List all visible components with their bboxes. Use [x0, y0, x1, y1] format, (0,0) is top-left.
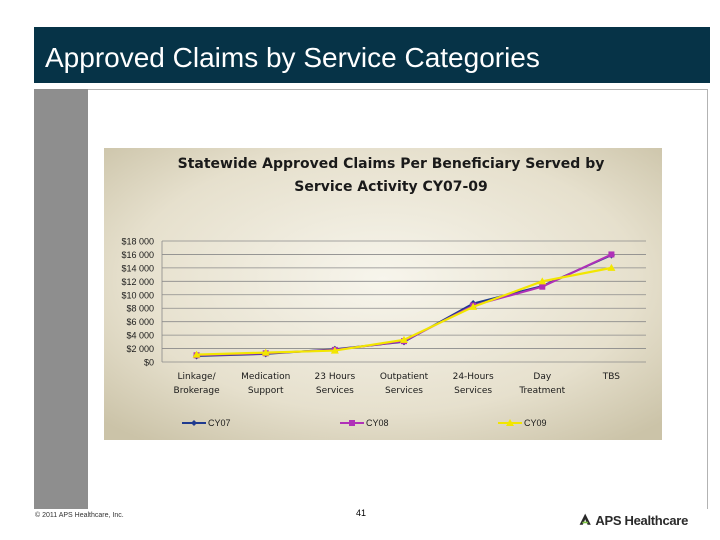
chart-title-line-2: Service Activity CY07-09 — [294, 179, 488, 195]
data-point-cy09 — [400, 335, 408, 343]
slide-title: Approved Claims by Service Categories — [34, 27, 710, 83]
aps-logo-icon — [579, 513, 591, 525]
chart-background — [104, 148, 662, 440]
logo-text: APS Healthcare — [595, 512, 688, 528]
legend-marker-cy08 — [349, 420, 355, 426]
legend-marker-cy07 — [191, 420, 197, 426]
x-tick-label-line: Medication — [241, 372, 290, 382]
x-tick-label: Outpatient Services — [380, 372, 429, 396]
legend-label-cy07: CY07 — [208, 418, 231, 428]
line-chart: Statewide Approved Claims Per Beneficiar… — [104, 148, 662, 440]
y-tick-label: $2 000 — [126, 344, 154, 354]
y-tick-label: $16 000 — [121, 250, 154, 260]
x-tick-label-line: 24-Hours — [453, 372, 494, 382]
x-tick-label-line: Treatment — [518, 386, 565, 396]
data-point-cy09 — [192, 350, 201, 358]
x-tick-label: 23 Hours Services — [315, 372, 356, 396]
x-tick-label-line: Services — [385, 386, 423, 396]
x-tick-label-line: 23 Hours — [315, 372, 356, 382]
page-number: 41 — [355, 508, 366, 518]
data-point-cy08 — [608, 251, 615, 258]
data-point-cy09 — [469, 302, 478, 310]
legend-label-cy08: CY08 — [366, 418, 389, 428]
chart-title-line-1: Statewide Approved Claims Per Beneficiar… — [178, 156, 605, 172]
chart-container: Statewide Approved Claims Per Beneficiar… — [104, 148, 662, 440]
data-point-cy08 — [539, 283, 546, 290]
y-tick-label: $8 000 — [126, 304, 154, 314]
x-tick-label: Day Treatment — [518, 372, 565, 396]
x-tick-label-line: TBS — [602, 372, 621, 382]
y-tick-label: $6 000 — [126, 317, 154, 327]
legend-marker-cy09 — [506, 419, 514, 426]
left-accent-bar — [34, 89, 88, 509]
x-tick-label-line: Services — [454, 386, 492, 396]
x-tick-label-line: Services — [316, 386, 354, 396]
x-tick-label-line: Day — [533, 372, 551, 382]
x-tick-label-line: Outpatient — [380, 372, 429, 382]
y-tick-label: $18 000 — [121, 237, 154, 247]
x-tick-label: 24-Hours Services — [453, 372, 494, 396]
y-tick-label: $10 000 — [121, 290, 154, 300]
data-point-cy09 — [261, 348, 270, 356]
x-tick-label: Linkage/Brokerage — [174, 372, 221, 396]
data-point-cy09 — [538, 277, 547, 285]
data-point-cy09 — [607, 263, 616, 271]
x-tick-label-line: Brokerage — [174, 386, 221, 396]
data-point-cy09 — [330, 346, 339, 354]
y-tick-label: $4 000 — [126, 331, 154, 341]
x-tick-label-line: Linkage/ — [178, 372, 217, 382]
legend-label-cy09: CY09 — [524, 418, 547, 428]
x-tick-label: Medication Support — [241, 372, 290, 396]
y-tick-label: $0 — [144, 358, 154, 368]
x-tick-label-line: Support — [248, 386, 284, 396]
x-tick-label: TBS — [602, 372, 621, 382]
company-logo: APS Healthcare — [578, 510, 688, 530]
y-tick-label: $12 000 — [121, 277, 154, 287]
content-frame — [88, 89, 708, 509]
y-tick-label: $14 000 — [121, 263, 154, 273]
copyright-notice: © 2011 APS Healthcare, Inc. — [35, 512, 124, 519]
